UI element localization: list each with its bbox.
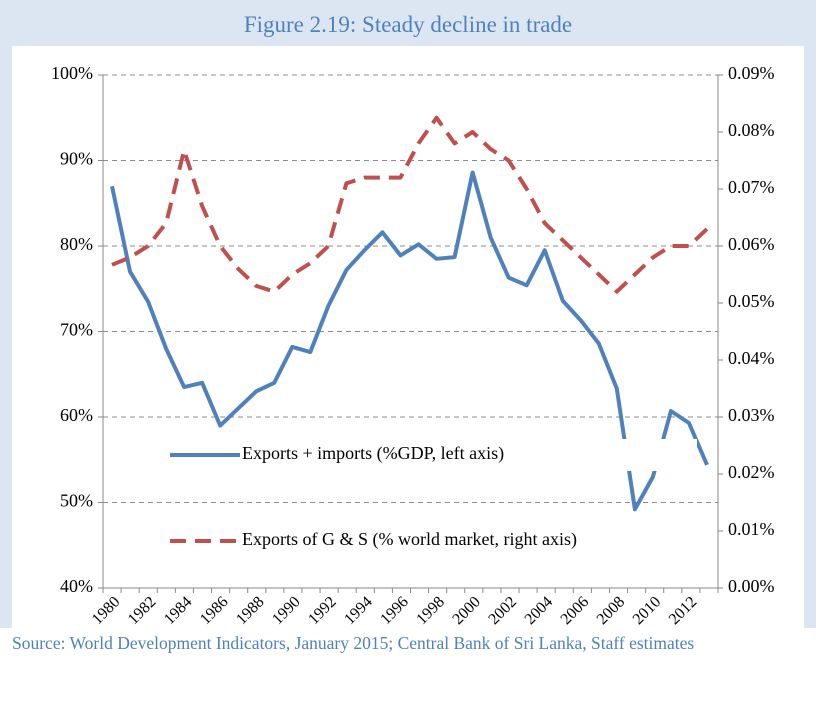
x-tick-label: 1984	[161, 593, 196, 628]
x-tick-label: 1992	[305, 593, 340, 628]
x-tick-label: 1988	[233, 593, 268, 628]
legend-label: Exports of G & S (% world market, right …	[242, 529, 577, 550]
series-line	[111, 115, 709, 294]
y-tick-label: 100%	[51, 63, 93, 83]
chart: 40% 50% 60% 70% 80% 90% 100% 0.00% 0.01% 0.02% 0.0…	[12, 46, 804, 628]
y-tick-label: 90%	[60, 149, 93, 169]
y-tick-label: 40%	[60, 576, 93, 596]
x-tick-label: 2010	[630, 593, 665, 628]
x-tick-label: 1990	[269, 593, 304, 628]
y2-tick-label: 0.02%	[728, 462, 775, 482]
x-tick-label: 2006	[558, 593, 593, 628]
y-tick-label: 50%	[60, 491, 93, 511]
legend-bg	[162, 525, 697, 557]
y-tick-label: 70%	[60, 320, 93, 340]
x-tick-label: 2004	[522, 593, 557, 628]
series-line	[110, 170, 709, 512]
y2-tick-label: 0.00%	[728, 576, 775, 596]
y2-tick-label: 0.08%	[728, 120, 775, 140]
y2-tick-label: 0.03%	[728, 405, 775, 425]
chart-title: Figure 2.19: Steady decline in trade	[243, 12, 573, 37]
x-tick-label: 1980	[89, 593, 124, 628]
y2-tick-label: 0.09%	[728, 63, 775, 83]
x-tick-label: 1994	[341, 593, 376, 628]
x-tick-label: 2012	[666, 593, 701, 628]
y2-tick-label: 0.01%	[728, 519, 775, 539]
x-tick-label: 2002	[485, 593, 520, 628]
x-tick-label: 2008	[594, 593, 629, 628]
y2-tick-label: 0.05%	[728, 291, 775, 311]
y-tick-label: 80%	[60, 234, 93, 254]
x-tick-label: 2000	[449, 593, 484, 628]
x-tick-label: 1986	[197, 593, 232, 628]
y-tick-label: 60%	[60, 405, 93, 425]
y2-tick-label: 0.04%	[728, 348, 775, 368]
legend-bg	[162, 439, 697, 471]
x-tick-label: 1982	[125, 593, 160, 628]
x-tick-label: 1998	[413, 593, 448, 628]
y2-tick-label: 0.07%	[728, 177, 775, 197]
x-tick-label: 1996	[377, 593, 412, 628]
legend-label: Exports + imports (%GDP, left axis)	[242, 443, 504, 464]
y2-tick-label: 0.06%	[728, 234, 775, 254]
source-note: Source: World Development Indicators, Ja…	[12, 633, 695, 653]
